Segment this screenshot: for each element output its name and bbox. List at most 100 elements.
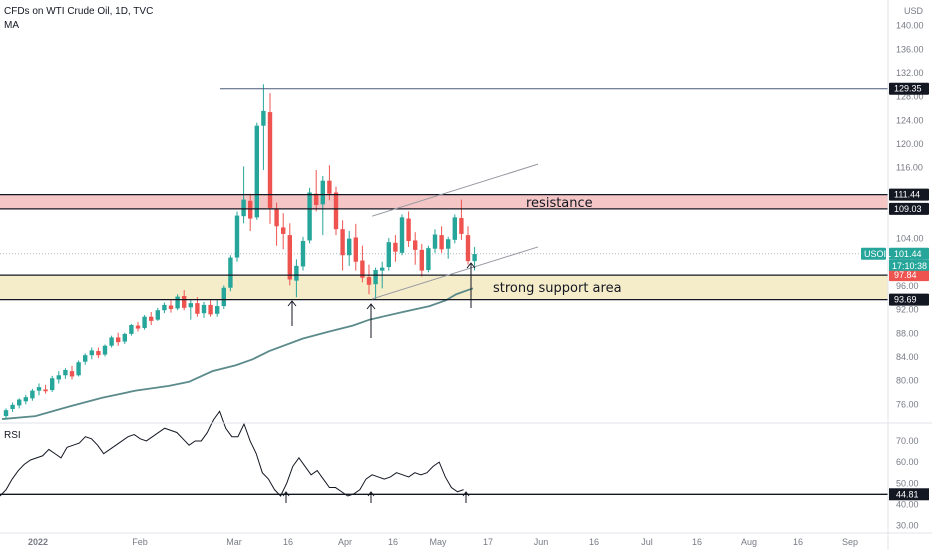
ticker-badge [861,247,886,260]
candle-body [56,375,61,380]
rsi-up-arrow-head [282,491,290,497]
candle-body [241,199,246,217]
rsi-tick-label: 50.00 [896,478,919,488]
time-tick-label: Sep [842,537,858,547]
price-tick-label: 140.00 [896,21,924,31]
candle-body [446,239,451,249]
candle-body [162,304,167,311]
candle-body [188,303,193,308]
time-tick-label: Jul [641,537,653,547]
price-tick-label: 80.00 [896,376,919,386]
time-tick-label: Apr [338,537,352,547]
candle-body [201,304,207,314]
candle-body [155,310,160,320]
candle-body [175,296,180,309]
candle-body [116,337,121,343]
candle-body [122,333,127,342]
up-arrow-head [287,300,297,307]
countdown-label: 17:10:38 [892,261,927,271]
candle-body [281,227,286,234]
candle-body [149,316,154,321]
price-tick-label: 96.00 [896,281,919,291]
rsi-up-arrow-head [367,491,375,497]
candle-body [413,240,418,250]
candle-body [360,260,365,278]
support-annotation: strong support area [493,281,622,296]
candle-body [168,305,174,310]
candle-body [366,277,372,285]
price-tick-label: 104.00 [896,234,924,244]
candle-body [439,235,444,250]
candle-body [393,242,398,252]
candle-body [327,180,332,194]
countdown-badge [889,259,929,271]
candle-body [340,229,345,256]
candle-body [208,304,213,315]
currency-label: USD [904,6,924,16]
candle-body [63,369,68,376]
candle-body [267,112,273,208]
time-tick-label: 16 [692,537,702,547]
candle-body [320,180,325,205]
candle-body [254,125,259,218]
rsi-tick-label: 30.00 [896,521,919,531]
candle-body [380,267,385,271]
candle-body [248,200,253,219]
candle-body [373,270,378,285]
candle-body [399,217,405,253]
candle-body [274,208,279,227]
candle-body [419,249,424,271]
candle-body [135,325,141,329]
time-tick-label: May [429,537,447,547]
time-tick-label: Jun [534,537,549,547]
price-tick-label: 92.00 [896,305,919,315]
candle-body [353,237,358,262]
candle-body [294,265,299,281]
candle-body [76,362,81,376]
candle-body [307,192,312,241]
candle-body [386,242,391,268]
channel-upper-line [371,163,539,217]
candle-body [314,193,319,205]
candle-body [234,215,240,258]
time-tick-label: 16 [283,537,293,547]
rsi-badge [889,488,929,501]
candle-body [30,390,35,399]
candle-body [43,389,48,392]
up-arrow-head [366,303,376,310]
rsi-tick-label: 60.00 [896,457,919,467]
candle-body [102,345,108,355]
time-tick-label: 16 [388,537,398,547]
time-tick-label: 2022 [28,537,48,547]
candle-body [36,387,42,391]
price-badge [889,247,929,260]
time-tick-label: 17 [483,537,493,547]
candle-body [300,241,306,267]
price-badge-label: 109.03 [894,204,922,214]
candle-body [221,287,226,307]
time-tick-label: 16 [793,537,803,547]
price-badge [889,202,929,215]
candle-body [472,254,477,262]
candle-body [3,410,9,417]
candle-body [406,218,411,242]
candle-body [69,371,75,377]
rsi-up-arrow-head [462,491,470,497]
candle-body [142,316,147,328]
resistance-zone [0,194,888,209]
rsi-badge-label: 44.81 [896,489,919,499]
rsi-tick-label: 70.00 [896,436,919,446]
rsi-tick-label: 40.00 [896,499,919,509]
price-badge [889,188,929,201]
price-tick-label: 132.00 [896,68,924,78]
price-tick-label: 136.00 [896,44,924,54]
price-tick-label: 120.00 [896,139,924,149]
price-tick-label: 84.00 [896,352,919,362]
price-badge-label: 129.35 [894,84,922,94]
candle-body [287,235,292,280]
candle-body [452,217,457,240]
candle-body [459,217,464,234]
candle-body [228,257,233,288]
candle-body [182,296,187,308]
